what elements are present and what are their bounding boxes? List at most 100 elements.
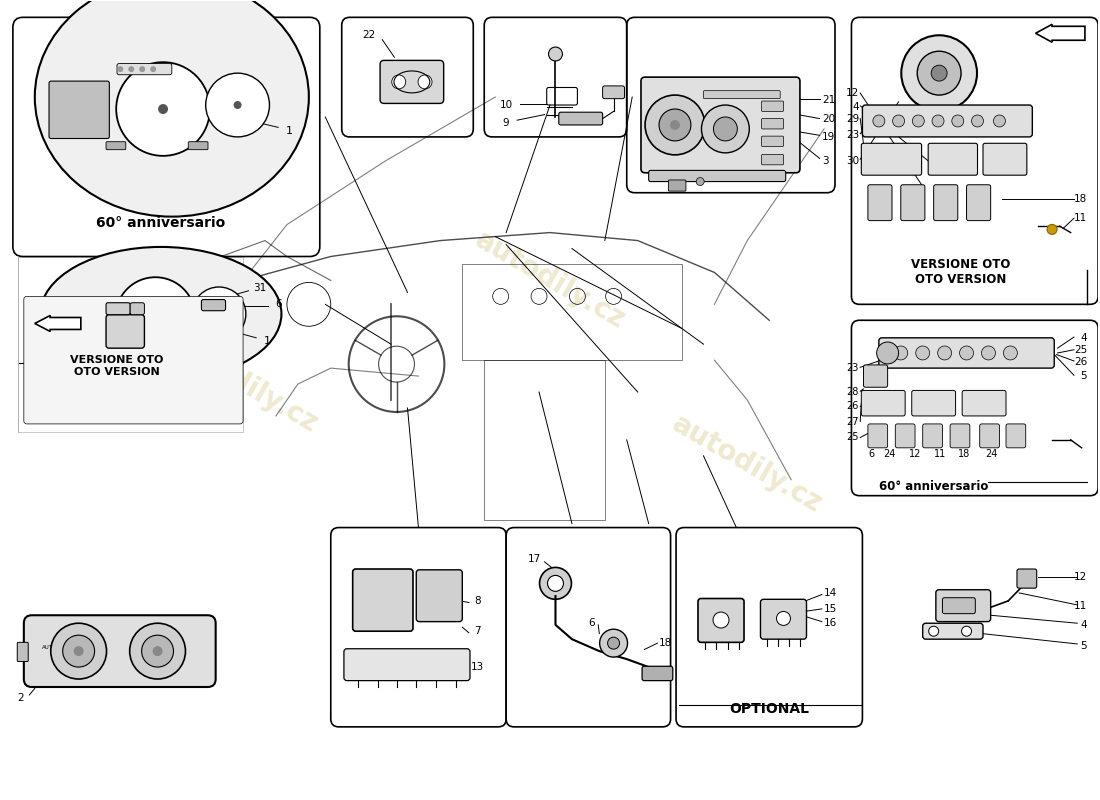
Circle shape <box>670 120 680 130</box>
Text: 25: 25 <box>1074 345 1087 354</box>
Text: 28: 28 <box>847 387 859 397</box>
Text: 11: 11 <box>1074 214 1087 223</box>
FancyBboxPatch shape <box>864 365 888 387</box>
Circle shape <box>877 342 899 364</box>
Circle shape <box>937 346 952 360</box>
FancyBboxPatch shape <box>649 170 785 182</box>
FancyBboxPatch shape <box>344 649 470 681</box>
Circle shape <box>152 313 160 321</box>
Circle shape <box>971 115 983 127</box>
FancyBboxPatch shape <box>353 569 412 631</box>
FancyBboxPatch shape <box>936 590 991 622</box>
Circle shape <box>961 626 971 636</box>
FancyBboxPatch shape <box>761 154 783 165</box>
Text: 27: 27 <box>847 418 859 427</box>
Circle shape <box>932 115 944 127</box>
Circle shape <box>63 635 95 667</box>
Text: 18: 18 <box>958 450 970 459</box>
FancyBboxPatch shape <box>962 390 1006 416</box>
Text: 1: 1 <box>286 126 293 135</box>
FancyBboxPatch shape <box>950 424 970 448</box>
Circle shape <box>129 66 134 72</box>
FancyBboxPatch shape <box>98 349 114 355</box>
Circle shape <box>659 109 691 141</box>
Circle shape <box>993 115 1005 127</box>
Text: 29: 29 <box>846 114 859 124</box>
FancyBboxPatch shape <box>416 570 462 622</box>
Circle shape <box>713 612 729 628</box>
Circle shape <box>392 75 406 89</box>
Circle shape <box>233 101 242 109</box>
FancyBboxPatch shape <box>188 142 208 150</box>
Circle shape <box>142 635 174 667</box>
FancyBboxPatch shape <box>868 185 892 221</box>
Text: 6: 6 <box>868 450 875 459</box>
FancyBboxPatch shape <box>928 143 978 175</box>
Circle shape <box>140 66 145 72</box>
Text: 25: 25 <box>847 433 859 442</box>
Text: 13: 13 <box>471 662 484 672</box>
Circle shape <box>932 65 947 81</box>
Circle shape <box>873 115 884 127</box>
Circle shape <box>981 346 996 360</box>
Text: 22: 22 <box>363 30 376 40</box>
FancyBboxPatch shape <box>868 424 888 448</box>
Circle shape <box>915 346 930 360</box>
Text: 18: 18 <box>659 638 672 648</box>
Text: 5: 5 <box>1080 371 1087 381</box>
Text: 26: 26 <box>847 402 859 411</box>
Text: 4: 4 <box>1080 620 1087 630</box>
FancyBboxPatch shape <box>761 136 783 146</box>
FancyBboxPatch shape <box>704 90 780 98</box>
Text: 9: 9 <box>503 118 509 128</box>
FancyBboxPatch shape <box>559 112 603 125</box>
Circle shape <box>714 117 737 141</box>
Text: 4: 4 <box>1080 333 1087 343</box>
Circle shape <box>539 567 571 599</box>
FancyBboxPatch shape <box>862 105 1032 137</box>
Text: 1: 1 <box>264 336 271 346</box>
Circle shape <box>928 626 938 636</box>
Text: OPTIONAL: OPTIONAL <box>729 702 810 716</box>
FancyBboxPatch shape <box>130 302 144 314</box>
Circle shape <box>192 287 246 341</box>
Circle shape <box>418 75 432 89</box>
FancyBboxPatch shape <box>923 623 983 639</box>
Circle shape <box>777 611 791 626</box>
FancyBboxPatch shape <box>879 338 1054 368</box>
FancyBboxPatch shape <box>760 599 806 639</box>
FancyBboxPatch shape <box>106 314 144 348</box>
FancyBboxPatch shape <box>943 598 976 614</box>
Text: 19: 19 <box>822 132 835 142</box>
Ellipse shape <box>41 247 282 381</box>
Text: 17: 17 <box>528 554 541 565</box>
Circle shape <box>206 73 270 137</box>
FancyBboxPatch shape <box>1006 424 1025 448</box>
Text: AUT: AUT <box>43 645 54 650</box>
Text: 14: 14 <box>824 588 837 598</box>
Text: autodily.cz: autodily.cz <box>667 410 827 518</box>
Circle shape <box>917 51 961 95</box>
Circle shape <box>607 637 619 649</box>
FancyBboxPatch shape <box>1018 569 1036 588</box>
FancyBboxPatch shape <box>980 424 1000 448</box>
Circle shape <box>74 646 84 656</box>
Text: VERSIONE OTO
OTO VERSION: VERSIONE OTO OTO VERSION <box>912 258 1011 286</box>
FancyArrow shape <box>1035 24 1085 42</box>
Text: 3: 3 <box>822 156 828 166</box>
Text: 20: 20 <box>822 114 835 124</box>
Text: 26: 26 <box>1074 357 1087 366</box>
FancyBboxPatch shape <box>761 101 783 111</box>
FancyBboxPatch shape <box>641 77 800 173</box>
Circle shape <box>116 278 195 357</box>
Circle shape <box>959 346 974 360</box>
Text: 6: 6 <box>588 618 595 628</box>
Text: 12: 12 <box>909 450 921 459</box>
FancyBboxPatch shape <box>934 185 958 221</box>
Circle shape <box>912 115 924 127</box>
Text: 7: 7 <box>474 626 481 636</box>
FancyBboxPatch shape <box>642 666 673 681</box>
FancyBboxPatch shape <box>172 349 188 355</box>
Text: 4: 4 <box>852 102 859 112</box>
Circle shape <box>894 346 908 360</box>
